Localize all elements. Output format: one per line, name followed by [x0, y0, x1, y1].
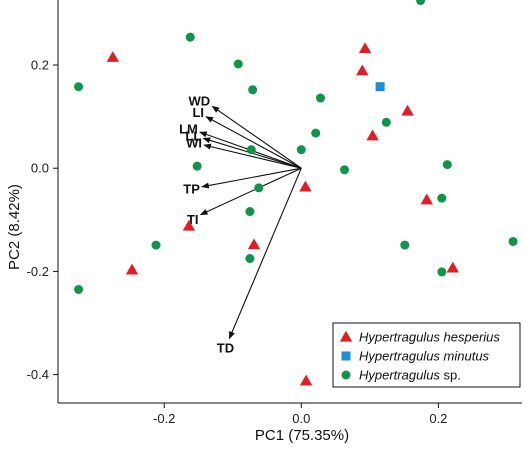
- x-axis-title: PC1 (75.35%): [255, 427, 349, 444]
- legend: Hypertragulus hesperius Hypertragulus min…: [332, 322, 521, 388]
- data-point-circle: [416, 0, 426, 6]
- data-point-triangle: [182, 219, 196, 231]
- legend-label-suffix: sp.: [440, 368, 461, 383]
- y-tick-label: 0.2: [31, 58, 49, 73]
- data-point-triangle: [420, 193, 433, 205]
- data-point-circle: [74, 284, 84, 294]
- x-tick-label: -0.2: [153, 411, 175, 426]
- x-tick-label: 0.2: [429, 411, 447, 426]
- data-point-circle: [185, 32, 195, 42]
- legend-marker-square: [341, 351, 351, 361]
- loading-label-wi: WI: [186, 136, 202, 151]
- legend-label: Hypertragulus sp.: [359, 368, 461, 383]
- data-point-triangle: [247, 238, 261, 250]
- data-point-circle: [254, 183, 264, 193]
- loading-arrow-tp: [201, 167, 302, 189]
- data-point-triangle: [366, 129, 379, 141]
- data-point-circle: [233, 59, 243, 69]
- legend-label: Hypertragulus minutus: [359, 349, 490, 364]
- y-tick-label: -0.4: [27, 367, 49, 382]
- loading-arrow-wd: [211, 105, 302, 169]
- legend-box: [332, 322, 521, 388]
- legend-marker-triangle: [339, 330, 353, 342]
- data-point-square: [375, 82, 385, 92]
- axes-layer: -0.2 0.0 0.2 0.2 0.0 -0.2 -0.4: [27, 0, 522, 426]
- data-point-circle: [192, 161, 202, 171]
- data-point-circle: [74, 82, 84, 92]
- data-point-circle: [296, 145, 306, 155]
- loading-label-wd: WD: [189, 94, 211, 109]
- loading-label-tp: TP: [183, 182, 200, 197]
- data-point-circle: [442, 160, 452, 170]
- loading-arrow-td: [228, 168, 302, 340]
- data-point-circle: [508, 236, 518, 246]
- loading-label-ll: LL: [185, 128, 201, 143]
- data-point-circle: [437, 193, 447, 203]
- data-point-circle: [245, 254, 255, 264]
- data-point-circle: [315, 93, 325, 103]
- data-point-circle: [400, 240, 410, 250]
- data-point-circle: [151, 240, 161, 250]
- data-point-circle: [248, 85, 258, 95]
- data-point-triangle: [446, 261, 459, 273]
- y-tick-label: -0.2: [27, 264, 49, 279]
- loading-label-li: LI: [192, 105, 204, 120]
- loading-label-lm: LM: [179, 122, 198, 137]
- data-point-circle: [381, 117, 391, 127]
- data-point-circle: [245, 207, 255, 217]
- data-point-triangle: [356, 64, 369, 76]
- loading-arrow-li: [205, 116, 302, 169]
- data-point-triangle: [358, 42, 372, 54]
- loading-arrow-wi: [203, 143, 302, 169]
- data-point-circle: [246, 145, 256, 155]
- x-tick-label: 0.0: [292, 411, 310, 426]
- data-point-triangle: [401, 104, 414, 116]
- data-point-circle: [437, 267, 447, 277]
- loading-label-ti: TI: [187, 212, 199, 227]
- data-point-triangle: [299, 180, 312, 192]
- loading-label-td: TD: [217, 341, 234, 356]
- data-point-circle: [339, 165, 349, 175]
- points-layer: [74, 0, 518, 386]
- legend-label: Hypertragulus hesperius: [359, 330, 500, 345]
- data-point-triangle: [106, 51, 120, 62]
- y-axis-title: PC2 (8.42%): [6, 184, 23, 270]
- data-point-triangle: [125, 263, 139, 275]
- y-tick-label: 0.0: [31, 161, 49, 176]
- legend-marker-circle: [341, 370, 351, 380]
- loading-arrow-ti: [199, 167, 302, 216]
- data-point-circle: [311, 128, 321, 138]
- data-point-triangle: [299, 374, 313, 386]
